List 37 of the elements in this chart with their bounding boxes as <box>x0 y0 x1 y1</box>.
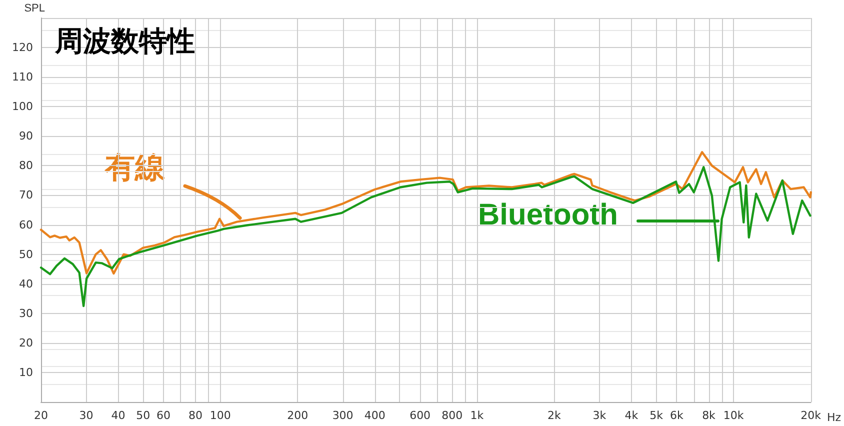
y-tick-label: 70 <box>19 188 33 202</box>
y-axis-title: SPL <box>24 2 45 14</box>
x-tick-label: 20 <box>34 409 48 422</box>
y-tick-label: 120 <box>12 41 33 54</box>
legend-label: Bluetooth <box>478 198 618 232</box>
x-tick-label: 10k <box>723 409 744 422</box>
x-tick-label: 30 <box>79 409 94 422</box>
x-tick-label: 5k <box>650 409 664 422</box>
x-tick-label: 20k <box>800 409 822 422</box>
chart-title: 周波数特性 <box>54 24 195 58</box>
y-tick-label: 30 <box>19 306 33 320</box>
y-tick-label: 20 <box>19 336 33 350</box>
x-tick-label: 300 <box>332 409 354 422</box>
y-tick-label: 60 <box>19 218 33 232</box>
y-tick-label: 90 <box>19 130 33 143</box>
x-tick-label: 60 <box>156 409 170 422</box>
y-tick-label: 10 <box>19 366 33 379</box>
x-tick-label: 2k <box>548 409 562 422</box>
x-tick-label: 1k <box>470 409 484 422</box>
y-tick-label: 100 <box>12 100 33 114</box>
x-tick-label: 3k <box>592 409 607 422</box>
x-tick-label: 200 <box>287 409 308 422</box>
y-tick-label: 40 <box>19 277 33 290</box>
x-tick-label: 8k <box>702 409 716 422</box>
y-tick-label: 110 <box>12 70 33 84</box>
x-tick-label: 40 <box>111 409 126 422</box>
x-tick-label: 800 <box>442 409 463 422</box>
x-tick-label: 50 <box>136 409 150 422</box>
y-tick-label: 50 <box>19 248 33 261</box>
x-tick-label: 100 <box>210 409 231 422</box>
y-tick-label: 80 <box>19 159 33 172</box>
x-tick-label: 6k <box>670 409 684 422</box>
x-tick-label: 400 <box>364 409 386 422</box>
x-axis-title: Hz <box>826 411 842 424</box>
x-tick-label: 600 <box>410 409 431 422</box>
x-tick-label: 4k <box>624 409 639 422</box>
x-tick-label: 80 <box>188 409 203 422</box>
